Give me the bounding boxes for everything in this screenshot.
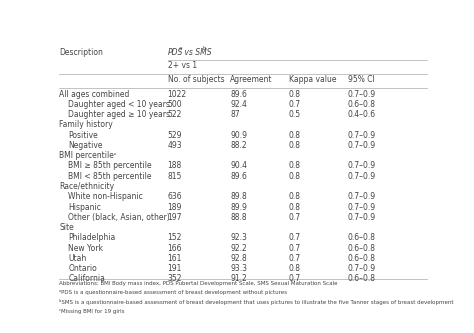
Text: 0.5: 0.5	[289, 110, 301, 119]
Text: 0.7: 0.7	[289, 243, 301, 252]
Text: Ontario: Ontario	[68, 264, 97, 273]
Text: 161: 161	[168, 254, 182, 263]
Text: No. of subjects: No. of subjects	[168, 75, 224, 84]
Text: White non-Hispanic: White non-Hispanic	[68, 192, 143, 201]
Text: ᵇSMS is a questionnaire-based assessment of breast development that uses picture: ᵇSMS is a questionnaire-based assessment…	[59, 299, 454, 305]
Text: 0.6–0.8: 0.6–0.8	[347, 100, 375, 109]
Text: ᶜMissing BMI for 19 girls: ᶜMissing BMI for 19 girls	[59, 309, 125, 314]
Text: 0.8: 0.8	[289, 141, 301, 150]
Text: 92.8: 92.8	[230, 254, 247, 263]
Text: b: b	[202, 46, 206, 51]
Text: Description: Description	[59, 48, 103, 57]
Text: 352: 352	[168, 274, 182, 283]
Text: 189: 189	[168, 202, 182, 211]
Text: 89.9: 89.9	[230, 202, 247, 211]
Text: New York: New York	[68, 243, 103, 252]
Text: 93.3: 93.3	[230, 264, 247, 273]
Text: Race/ethnicity: Race/ethnicity	[59, 182, 114, 191]
Text: 89.6: 89.6	[230, 172, 247, 181]
Text: 191: 191	[168, 264, 182, 273]
Text: 0.7–0.9: 0.7–0.9	[347, 141, 376, 150]
Text: 0.6–0.8: 0.6–0.8	[347, 233, 375, 242]
Text: BMI percentileᶜ: BMI percentileᶜ	[59, 151, 117, 160]
Text: 2+ vs 1: 2+ vs 1	[168, 61, 197, 70]
Text: 89.6: 89.6	[230, 90, 247, 99]
Text: 0.7–0.9: 0.7–0.9	[347, 264, 376, 273]
Text: 0.6–0.8: 0.6–0.8	[347, 254, 375, 263]
Text: 90.9: 90.9	[230, 131, 247, 140]
Text: 0.8: 0.8	[289, 162, 301, 170]
Text: 89.8: 89.8	[230, 192, 247, 201]
Text: 90.4: 90.4	[230, 162, 247, 170]
Text: 0.7–0.9: 0.7–0.9	[347, 131, 376, 140]
Text: 0.7–0.9: 0.7–0.9	[347, 192, 376, 201]
Text: 92.3: 92.3	[230, 233, 247, 242]
Text: vs SMS: vs SMS	[182, 48, 212, 57]
Text: Philadelphia: Philadelphia	[68, 233, 116, 242]
Text: Other (black, Asian, other): Other (black, Asian, other)	[68, 213, 170, 222]
Text: 197: 197	[168, 213, 182, 222]
Text: 0.8: 0.8	[289, 202, 301, 211]
Text: BMI ≥ 85th percentile: BMI ≥ 85th percentile	[68, 162, 152, 170]
Text: Site: Site	[59, 223, 74, 232]
Text: 88.2: 88.2	[230, 141, 246, 150]
Text: 0.7–0.9: 0.7–0.9	[347, 172, 376, 181]
Text: 0.8: 0.8	[289, 192, 301, 201]
Text: 0.7: 0.7	[289, 100, 301, 109]
Text: 0.6–0.8: 0.6–0.8	[347, 274, 375, 283]
Text: 188: 188	[168, 162, 182, 170]
Text: 0.7: 0.7	[289, 254, 301, 263]
Text: 92.2: 92.2	[230, 243, 247, 252]
Text: Abbreviations: BMI Body mass index, PDS Pubertal Development Scale, SMS Sexual M: Abbreviations: BMI Body mass index, PDS …	[59, 281, 338, 286]
Text: 0.7–0.9: 0.7–0.9	[347, 90, 376, 99]
Text: Hispanic: Hispanic	[68, 202, 101, 211]
Text: 0.8: 0.8	[289, 264, 301, 273]
Text: Daughter aged ≥ 10 years: Daughter aged ≥ 10 years	[68, 110, 171, 119]
Text: Agreement: Agreement	[230, 75, 273, 84]
Text: ᵃPDS is a questionnaire-based assessment of breast development without pictures: ᵃPDS is a questionnaire-based assessment…	[59, 290, 287, 295]
Text: 88.8: 88.8	[230, 213, 246, 222]
Text: 0.8: 0.8	[289, 172, 301, 181]
Text: 0.6–0.8: 0.6–0.8	[347, 243, 375, 252]
Text: 0.7–0.9: 0.7–0.9	[347, 162, 376, 170]
Text: Family history: Family history	[59, 121, 113, 130]
Text: 529: 529	[168, 131, 182, 140]
Text: a: a	[179, 46, 182, 51]
Text: 0.7–0.9: 0.7–0.9	[347, 213, 376, 222]
Text: 636: 636	[168, 192, 182, 201]
Text: 92.4: 92.4	[230, 100, 247, 109]
Text: Utah: Utah	[68, 254, 87, 263]
Text: 152: 152	[168, 233, 182, 242]
Text: 815: 815	[168, 172, 182, 181]
Text: Daughter aged < 10 years: Daughter aged < 10 years	[68, 100, 170, 109]
Text: BMI < 85th percentile: BMI < 85th percentile	[68, 172, 152, 181]
Text: 95% CI: 95% CI	[347, 75, 374, 84]
Text: Negative: Negative	[68, 141, 103, 150]
Text: 87: 87	[230, 110, 240, 119]
Text: All ages combined: All ages combined	[59, 90, 129, 99]
Text: 500: 500	[168, 100, 182, 109]
Text: PDS: PDS	[168, 48, 183, 57]
Text: 0.7–0.9: 0.7–0.9	[347, 202, 376, 211]
Text: 1022: 1022	[168, 90, 187, 99]
Text: 0.4–0.6: 0.4–0.6	[347, 110, 376, 119]
Text: 0.7: 0.7	[289, 233, 301, 242]
Text: Kappa value: Kappa value	[289, 75, 337, 84]
Text: 166: 166	[168, 243, 182, 252]
Text: 91.2: 91.2	[230, 274, 247, 283]
Text: Positive: Positive	[68, 131, 98, 140]
Text: California: California	[68, 274, 105, 283]
Text: 0.8: 0.8	[289, 131, 301, 140]
Text: 493: 493	[168, 141, 182, 150]
Text: 0.7: 0.7	[289, 274, 301, 283]
Text: 0.8: 0.8	[289, 90, 301, 99]
Text: 0.7: 0.7	[289, 213, 301, 222]
Text: 522: 522	[168, 110, 182, 119]
